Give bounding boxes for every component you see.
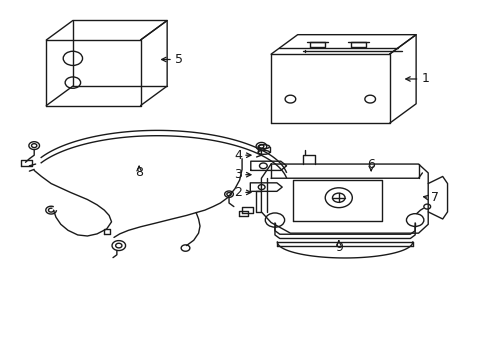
- Text: 5: 5: [175, 53, 183, 66]
- Text: 7: 7: [430, 191, 439, 204]
- Text: 8: 8: [135, 166, 143, 179]
- Text: 1: 1: [421, 72, 429, 85]
- Text: 3: 3: [234, 168, 242, 181]
- Text: 4: 4: [234, 149, 242, 162]
- Text: 9: 9: [334, 241, 342, 254]
- Text: 6: 6: [366, 158, 374, 171]
- Text: 2: 2: [234, 186, 242, 199]
